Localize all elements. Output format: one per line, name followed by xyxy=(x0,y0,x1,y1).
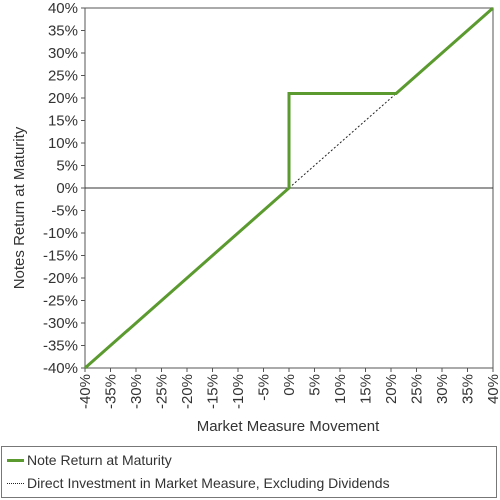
legend-item-note-return: Note Return at Maturity xyxy=(7,450,172,470)
x-tick-label: -40% xyxy=(77,374,94,409)
legend-label-note-return: Note Return at Maturity xyxy=(27,452,172,468)
x-tick-label: 15% xyxy=(358,374,375,404)
x-tick-label: -35% xyxy=(103,374,120,409)
x-tick-label: -5% xyxy=(256,374,273,401)
x-tick-label: -15% xyxy=(205,374,222,409)
series-line-direct-investment xyxy=(288,93,397,189)
y-tick-label: -5% xyxy=(51,203,78,220)
y-tick-label: -40% xyxy=(43,360,78,377)
y-tick-label: 20% xyxy=(48,90,78,107)
x-tick-label: 0% xyxy=(281,374,298,396)
x-tick-label: 30% xyxy=(434,374,451,404)
x-tick-label: -25% xyxy=(154,374,171,409)
y-tick-label: 10% xyxy=(48,135,78,152)
y-axis-label: Notes Return at Maturity xyxy=(11,126,28,289)
y-tick-label: -30% xyxy=(43,315,78,332)
x-tick-label: 25% xyxy=(409,374,426,404)
legend-label-direct-investment: Direct Investment in Market Measure, Exc… xyxy=(27,475,390,491)
y-tick-label: -10% xyxy=(43,225,78,242)
legend-swatch-solid xyxy=(7,458,24,462)
legend: Note Return at Maturity Direct Investmen… xyxy=(1,446,497,498)
x-tick-label: -30% xyxy=(128,374,145,409)
y-tick-label: 5% xyxy=(56,158,78,175)
y-tick-label: 25% xyxy=(48,68,78,85)
x-tick-label: 35% xyxy=(460,374,477,404)
y-tick-label: -35% xyxy=(43,338,78,355)
y-tick-label: 30% xyxy=(48,45,78,62)
y-tick-label: -20% xyxy=(43,270,78,287)
chart: 40% 35% 30% 25% 20% 15% 10% 5% 0% -5% -10% -15% -20%… xyxy=(11,0,500,435)
x-axis-label: Market Measure Movement xyxy=(197,418,380,435)
y-tick-label: 35% xyxy=(48,23,78,40)
legend-item-direct-investment: Direct Investment in Market Measure, Exc… xyxy=(7,473,390,493)
x-tick-label: 10% xyxy=(332,374,349,404)
x-tick-label: 5% xyxy=(307,374,324,396)
x-tick-label: -10% xyxy=(230,374,247,409)
x-tick-label: 20% xyxy=(383,374,400,404)
x-tick-label: -20% xyxy=(179,374,196,409)
y-tick-label: 15% xyxy=(48,113,78,130)
y-axis-ticks: 40% 35% 30% 25% 20% 15% 10% 5% 0% -5% -10% -15% -20%… xyxy=(43,0,85,377)
y-tick-label: 40% xyxy=(48,0,78,17)
y-tick-label: 0% xyxy=(56,180,78,197)
x-tick-label: 40% xyxy=(485,374,500,404)
series-layer xyxy=(84,6,494,370)
x-axis-ticks: -40% -35% -30% -25% -20% -15% -10% -5% 0% 5% 10% 15… xyxy=(77,368,500,409)
y-tick-label: -25% xyxy=(43,293,78,310)
series-line-note-return xyxy=(84,6,494,370)
y-tick-label: -15% xyxy=(43,248,78,265)
legend-swatch-dotted xyxy=(7,482,24,484)
